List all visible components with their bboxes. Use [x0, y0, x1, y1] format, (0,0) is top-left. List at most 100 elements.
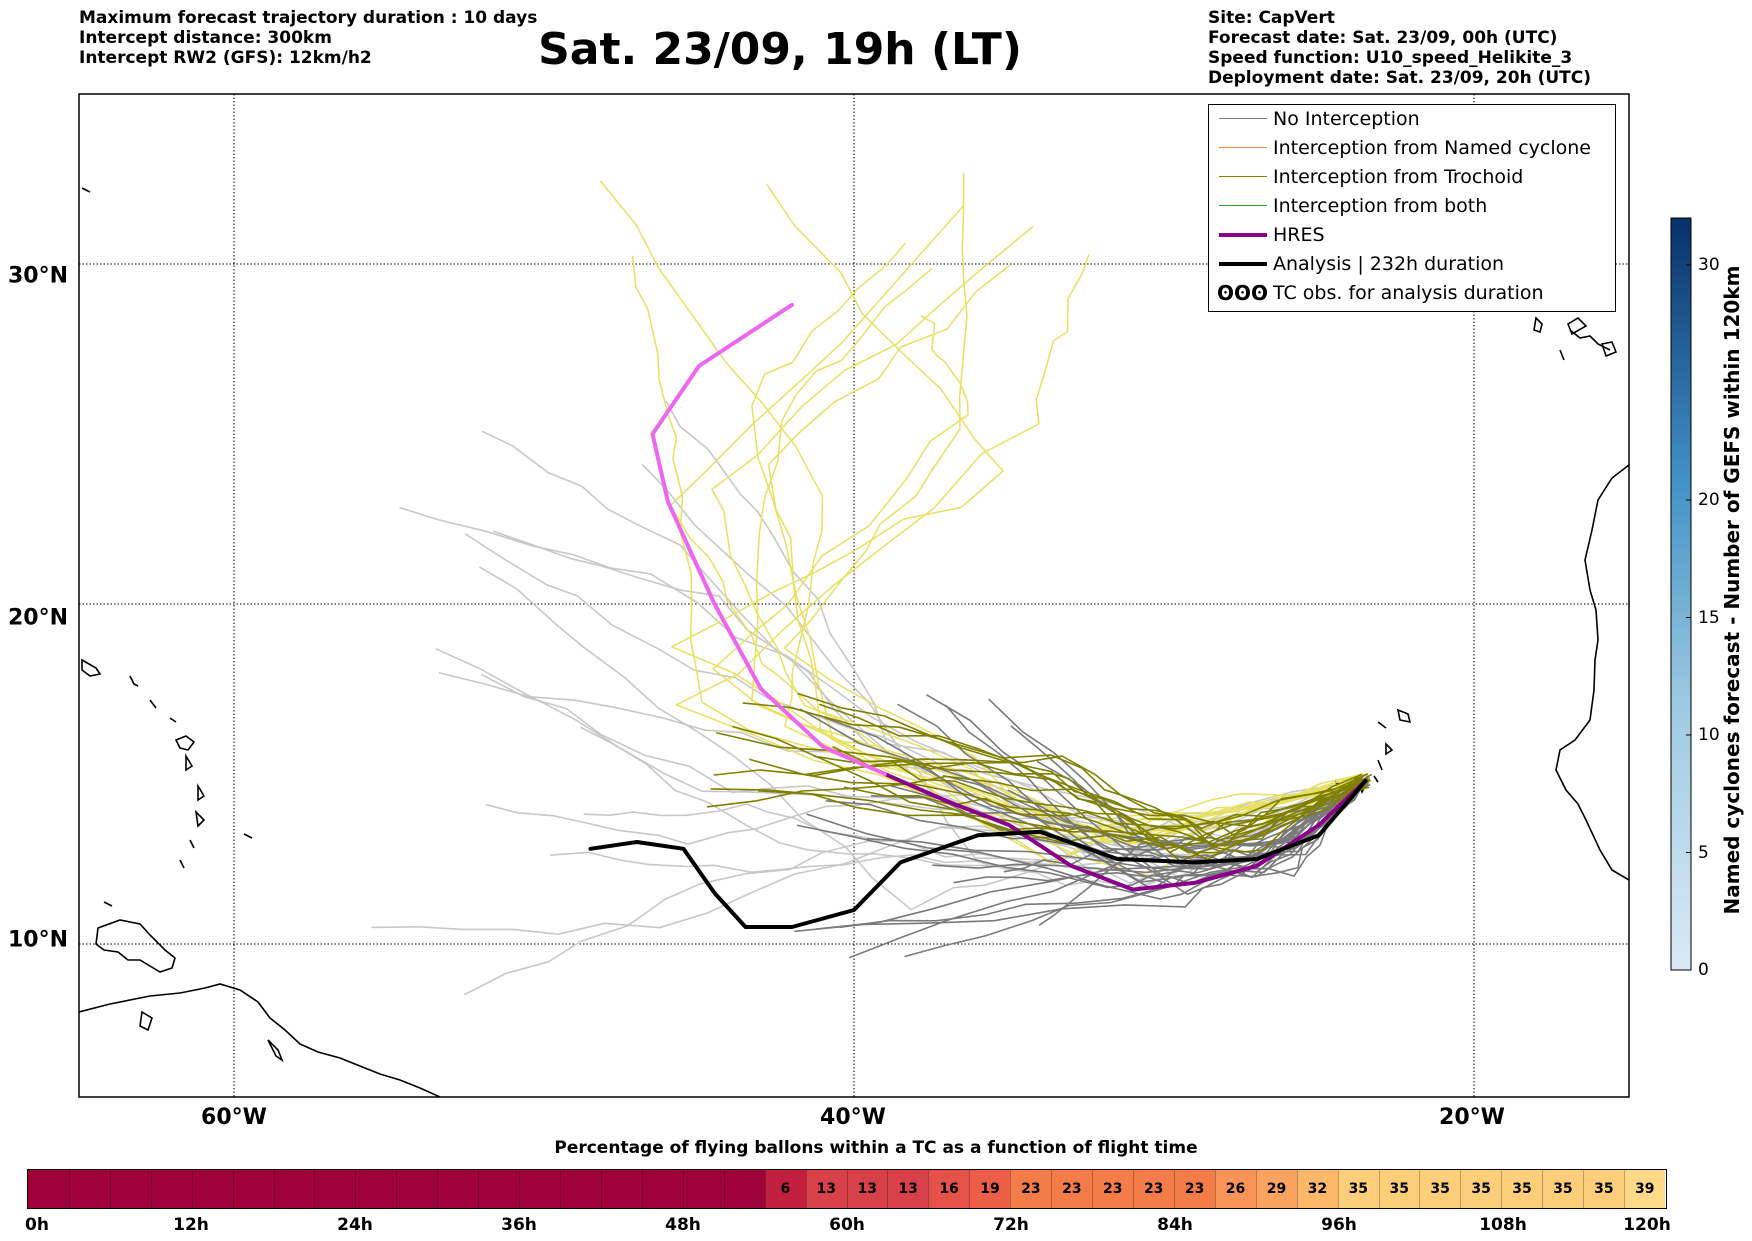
flight-strip-segment: 6 — [764, 1170, 807, 1208]
flight-strip-segment: 35 — [1337, 1170, 1380, 1208]
flight-strip-segment: 35 — [1419, 1170, 1461, 1208]
flight-strip-segment: 23 — [1132, 1170, 1175, 1208]
flight-strip-segment — [478, 1170, 520, 1208]
flight-strip-time-label: 36h — [501, 1215, 537, 1235]
flight-strip-tick — [232, 1170, 234, 1208]
track-trochoid — [813, 755, 1363, 854]
flight-strip-tick — [396, 1170, 398, 1208]
coast-south-america — [79, 983, 441, 1097]
flight-strip-segment — [560, 1170, 602, 1208]
site-text: Site: CapVert — [1208, 8, 1335, 28]
flight-strip-tick — [1419, 1170, 1421, 1208]
flight-strip-tick — [1542, 1170, 1544, 1208]
flight-strip-segment — [396, 1170, 438, 1208]
flight-strip-segment: 35 — [1501, 1170, 1543, 1208]
island-6 — [185, 753, 194, 772]
island-1 — [81, 658, 102, 677]
flight-strip-tick — [969, 1170, 971, 1208]
track-no-interception — [825, 776, 1369, 879]
colorbar-tick-label: 15 — [1698, 607, 1720, 628]
island-cv-4 — [1385, 742, 1394, 756]
flight-strip-segment: 23 — [1173, 1170, 1216, 1208]
flight-strip-tick — [437, 1170, 439, 1208]
flight-strip-tick — [1132, 1170, 1134, 1208]
legend: No Interception Interception from Named … — [1208, 104, 1616, 312]
speed-function-text: Speed function: U10_speed_Helikite_3 — [1208, 48, 1573, 68]
flight-strip-time-label: 0h — [25, 1215, 49, 1235]
flight-strip-tick — [887, 1170, 889, 1208]
colorbar-label: Named cyclones forecast - Number of GEFS… — [1720, 265, 1744, 915]
flight-strip-segment: 23 — [1092, 1170, 1134, 1208]
track-no-interception-late — [438, 672, 1368, 859]
legend-item-both: Interception from both — [1209, 192, 1615, 220]
track-no-interception-late — [481, 430, 1365, 894]
flight-strip-time-label: 72h — [993, 1215, 1029, 1235]
lon-label-20w: 20°W — [1439, 1105, 1505, 1130]
flight-strip-time-label: 84h — [1157, 1215, 1193, 1235]
track-trochoid — [832, 746, 1368, 828]
legend-label: Interception from Named cyclone — [1273, 137, 1591, 159]
flight-strip-segment: 13 — [887, 1170, 929, 1208]
legend-item-no-interception: No Interception — [1209, 105, 1615, 133]
flight-strip-segment — [28, 1170, 70, 1208]
flight-strip-time-label: 24h — [337, 1215, 373, 1235]
track-no-interception-late — [435, 648, 1365, 838]
legend-swatch — [1219, 205, 1267, 206]
track-hres-late — [650, 302, 887, 776]
flight-strip-tick — [560, 1170, 562, 1208]
flight-strip-tick — [273, 1170, 275, 1208]
flight-strip-tick — [1092, 1170, 1094, 1208]
track-no-interception — [1038, 778, 1370, 926]
flight-strip-time-label: 12h — [173, 1215, 209, 1235]
flight-strip-tick — [682, 1170, 684, 1208]
flight-strip-segment: 29 — [1255, 1170, 1298, 1208]
header-left: Maximum forecast trajectory duration : 1… — [79, 8, 537, 68]
trajectory-tracks — [371, 172, 1372, 996]
track-trochoid-late — [599, 180, 1369, 835]
flight-strip-segment — [191, 1170, 234, 1208]
track-hres — [883, 772, 1368, 892]
track-trochoid-late — [751, 268, 1365, 830]
intercept-distance-text: Intercept distance: 300km — [79, 28, 332, 48]
flight-strip-time-label: 96h — [1321, 1215, 1357, 1235]
coast-africa-inner — [1569, 329, 1611, 351]
island-5 — [174, 735, 196, 751]
flight-strip-tick — [150, 1170, 152, 1208]
legend-item-analysis: Analysis | 232h duration — [1209, 250, 1615, 278]
track-trochoid — [710, 778, 1361, 854]
legend-item-named-cyclone: Interception from Named cyclone — [1209, 134, 1615, 162]
flight-strip-tick — [1583, 1170, 1585, 1208]
flight-strip-segment — [437, 1170, 479, 1208]
track-trochoid — [805, 755, 1368, 853]
flight-strip-segment: 35 — [1460, 1170, 1502, 1208]
flight-strip-segment — [682, 1170, 725, 1208]
flight-strip-tick — [1501, 1170, 1503, 1208]
flight-strip-tick — [519, 1170, 521, 1208]
colorbar-tick-label: 5 — [1698, 842, 1709, 863]
island-4 — [169, 717, 177, 723]
colorbar-tick-label: 30 — [1698, 255, 1720, 275]
legend-label: Analysis | 232h duration — [1273, 253, 1505, 275]
flight-strip-segment: 35 — [1378, 1170, 1420, 1208]
deployment-date-text: Deployment date: Sat. 23/09, 20h (UTC) — [1208, 68, 1592, 88]
flight-strip-tick — [723, 1170, 725, 1208]
intercept-rw2-text: Intercept RW2 (GFS): 12km/h2 — [79, 48, 372, 68]
flight-strip-tick — [1214, 1170, 1216, 1208]
track-trochoid-late — [767, 264, 1361, 831]
island-cv-3 — [1377, 759, 1383, 771]
max-duration-text: Maximum forecast trajectory duration : 1… — [79, 8, 538, 28]
track-no-interception-late — [665, 400, 1366, 832]
flight-strip-segment: 23 — [1051, 1170, 1093, 1208]
island-canary-1 — [1533, 316, 1543, 334]
legend-label: HRES — [1273, 224, 1325, 246]
lon-label-40w: 40°W — [820, 1105, 886, 1130]
legend-label: Interception from both — [1273, 195, 1488, 217]
island-10 — [179, 859, 185, 869]
lat-label-30: 30°N — [8, 263, 69, 289]
flight-strip-segment — [600, 1170, 643, 1208]
legend-item-trochoid: Interception from Trochoid — [1209, 163, 1615, 191]
flight-strip-time-label: 60h — [829, 1215, 865, 1235]
flight-strip-title: Percentage of flying ballons within a TC… — [554, 1138, 1198, 1158]
flight-strip-tick — [764, 1170, 766, 1208]
